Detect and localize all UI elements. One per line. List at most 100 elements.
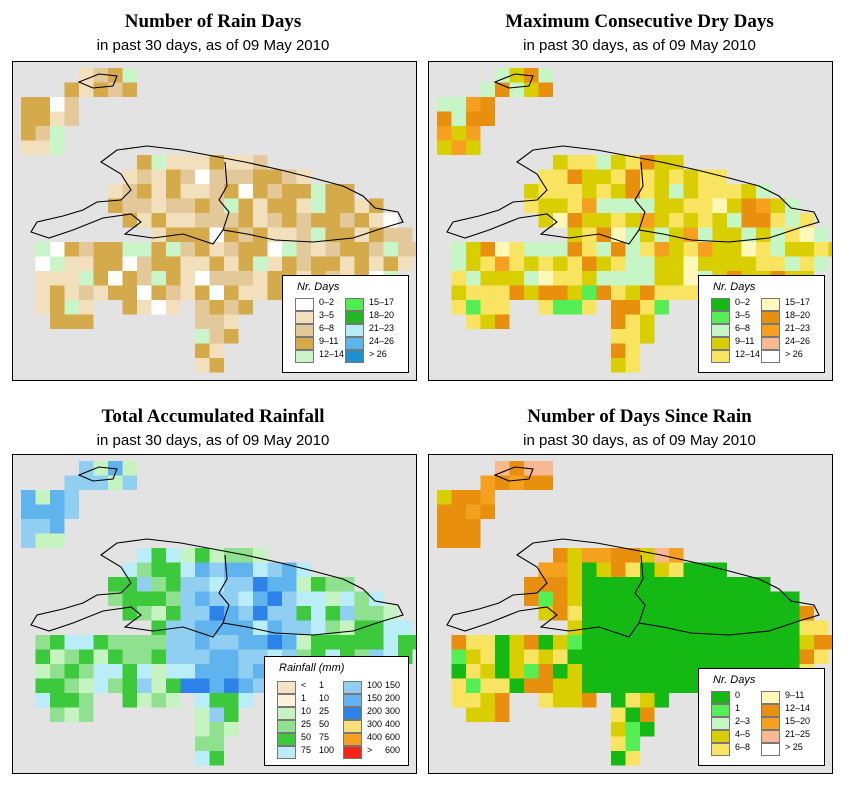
grid-cell [741, 242, 756, 257]
grid-cell [166, 577, 181, 592]
grid-cell [238, 184, 253, 199]
grid-cell [209, 620, 224, 635]
grid-cell [50, 504, 65, 519]
grid-cell [698, 649, 713, 664]
grid-cell [567, 213, 582, 228]
coastline [30, 145, 404, 245]
grid-cell [166, 213, 181, 228]
grid-cell [137, 184, 152, 199]
grid-cell [35, 664, 50, 679]
grid-cell [21, 504, 36, 519]
country-border [218, 554, 230, 624]
grid-cell [64, 97, 79, 112]
grid-cell [785, 591, 800, 606]
grid-cell [727, 256, 742, 271]
grid-cell [524, 256, 539, 271]
grid-cell [151, 242, 166, 257]
grid-cell [538, 271, 553, 286]
grid-cell [195, 343, 210, 358]
grid-cell [64, 111, 79, 126]
legend-title: Nr. Days [297, 281, 340, 293]
grid-cell [785, 256, 800, 271]
legend-label: 12–14 [319, 349, 345, 359]
grid-cell [538, 693, 553, 708]
grid-cell [756, 198, 771, 213]
grid-cell [267, 635, 282, 650]
legend-label: 9–11 [319, 336, 339, 346]
grid-cell [325, 213, 340, 228]
grid-cell [770, 635, 785, 650]
grid-cell [509, 68, 524, 83]
grid-cell [640, 707, 655, 722]
grid-cell [151, 198, 166, 213]
grid-cell [538, 198, 553, 213]
grid-cell [480, 82, 495, 97]
grid-cell [640, 285, 655, 300]
grid-cell [712, 635, 727, 650]
grid-cell [296, 198, 311, 213]
grid-cell [93, 242, 108, 257]
grid-cell [596, 577, 611, 592]
grid-cell [325, 620, 340, 635]
grid-cell [611, 256, 626, 271]
grid-cell [640, 155, 655, 170]
grid-cell [625, 169, 640, 184]
grid-cell [224, 678, 239, 693]
grid-cell [683, 649, 698, 664]
grid-cell [224, 155, 239, 170]
legend-label: 400 [367, 732, 383, 742]
grid-cell [325, 591, 340, 606]
grid-cell [108, 577, 123, 592]
legend-swatch [711, 730, 730, 743]
legend-label: 12–14 [785, 703, 811, 713]
grid-cell [79, 635, 94, 650]
grid-cell [466, 97, 481, 112]
grid-cell [282, 242, 297, 257]
grid-cell [756, 591, 771, 606]
grid-cell [209, 635, 224, 650]
grid-cell [625, 548, 640, 563]
grid-cell [195, 591, 210, 606]
grid-cell [669, 606, 684, 621]
grid-cell [224, 184, 239, 199]
grid-cell [282, 620, 297, 635]
grid-cell [195, 548, 210, 563]
grid-cell [354, 198, 369, 213]
legend-label: > [367, 745, 373, 755]
grid-cell [151, 577, 166, 592]
legend-swatch [345, 350, 364, 363]
grid-cell [553, 678, 568, 693]
grid-cell [195, 751, 210, 766]
grid-cell [253, 606, 268, 621]
grid-cell [151, 664, 166, 679]
grid-cell [596, 169, 611, 184]
grid-cell [282, 635, 297, 650]
grid-cell [238, 591, 253, 606]
grid-cell [166, 271, 181, 286]
grid-cell [151, 300, 166, 315]
grid-cell [596, 285, 611, 300]
grid-cell [480, 256, 495, 271]
grid-cell [611, 155, 626, 170]
grid-cell [669, 271, 684, 286]
grid-cell [224, 693, 239, 708]
grid-cell [553, 242, 568, 257]
legend-swatch [711, 350, 730, 363]
grid-cell [799, 213, 814, 228]
grid-cell [596, 678, 611, 693]
grid-cell [669, 227, 684, 242]
grid-cell [712, 620, 727, 635]
grid-cell [712, 184, 727, 199]
grid-cell [137, 678, 152, 693]
grid-cell [625, 256, 640, 271]
grid-cell [611, 591, 626, 606]
grid-cell [596, 242, 611, 257]
grid-cell [180, 678, 195, 693]
grid-cell [340, 620, 355, 635]
legend-label: 0–2 [319, 297, 335, 307]
grid-cell [495, 242, 510, 257]
grid-cell [524, 475, 539, 490]
grid-cell [553, 300, 568, 315]
panel-rain-days: Number of Rain Days in past 30 days, as … [0, 0, 426, 390]
grid-cell [553, 213, 568, 228]
